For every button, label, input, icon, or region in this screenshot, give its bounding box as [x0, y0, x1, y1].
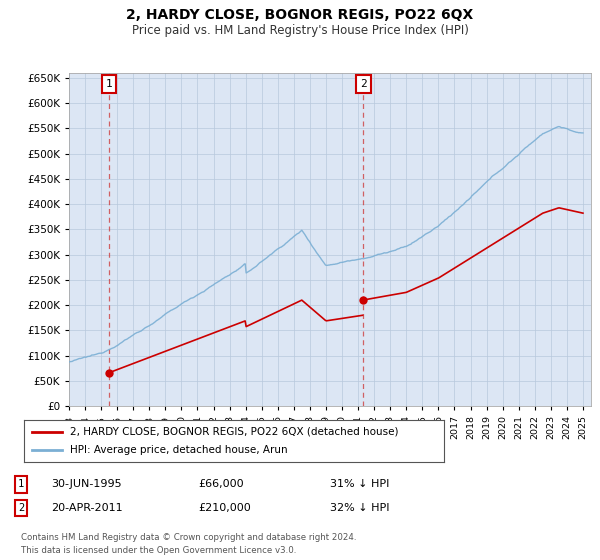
Text: 32% ↓ HPI: 32% ↓ HPI [330, 503, 389, 513]
Text: 20-APR-2011: 20-APR-2011 [51, 503, 122, 513]
Text: 1: 1 [106, 79, 113, 89]
Text: HPI: Average price, detached house, Arun: HPI: Average price, detached house, Arun [70, 445, 288, 455]
Text: £210,000: £210,000 [198, 503, 251, 513]
Text: 30-JUN-1995: 30-JUN-1995 [51, 479, 122, 489]
Text: 2, HARDY CLOSE, BOGNOR REGIS, PO22 6QX: 2, HARDY CLOSE, BOGNOR REGIS, PO22 6QX [127, 8, 473, 22]
Text: 2, HARDY CLOSE, BOGNOR REGIS, PO22 6QX (detached house): 2, HARDY CLOSE, BOGNOR REGIS, PO22 6QX (… [70, 427, 398, 437]
Text: Contains HM Land Registry data © Crown copyright and database right 2024.
This d: Contains HM Land Registry data © Crown c… [21, 533, 356, 554]
Text: 2: 2 [18, 503, 24, 513]
Text: 1: 1 [18, 479, 24, 489]
Text: Price paid vs. HM Land Registry's House Price Index (HPI): Price paid vs. HM Land Registry's House … [131, 24, 469, 37]
Text: 31% ↓ HPI: 31% ↓ HPI [330, 479, 389, 489]
Text: £66,000: £66,000 [198, 479, 244, 489]
Text: 2: 2 [360, 79, 367, 89]
